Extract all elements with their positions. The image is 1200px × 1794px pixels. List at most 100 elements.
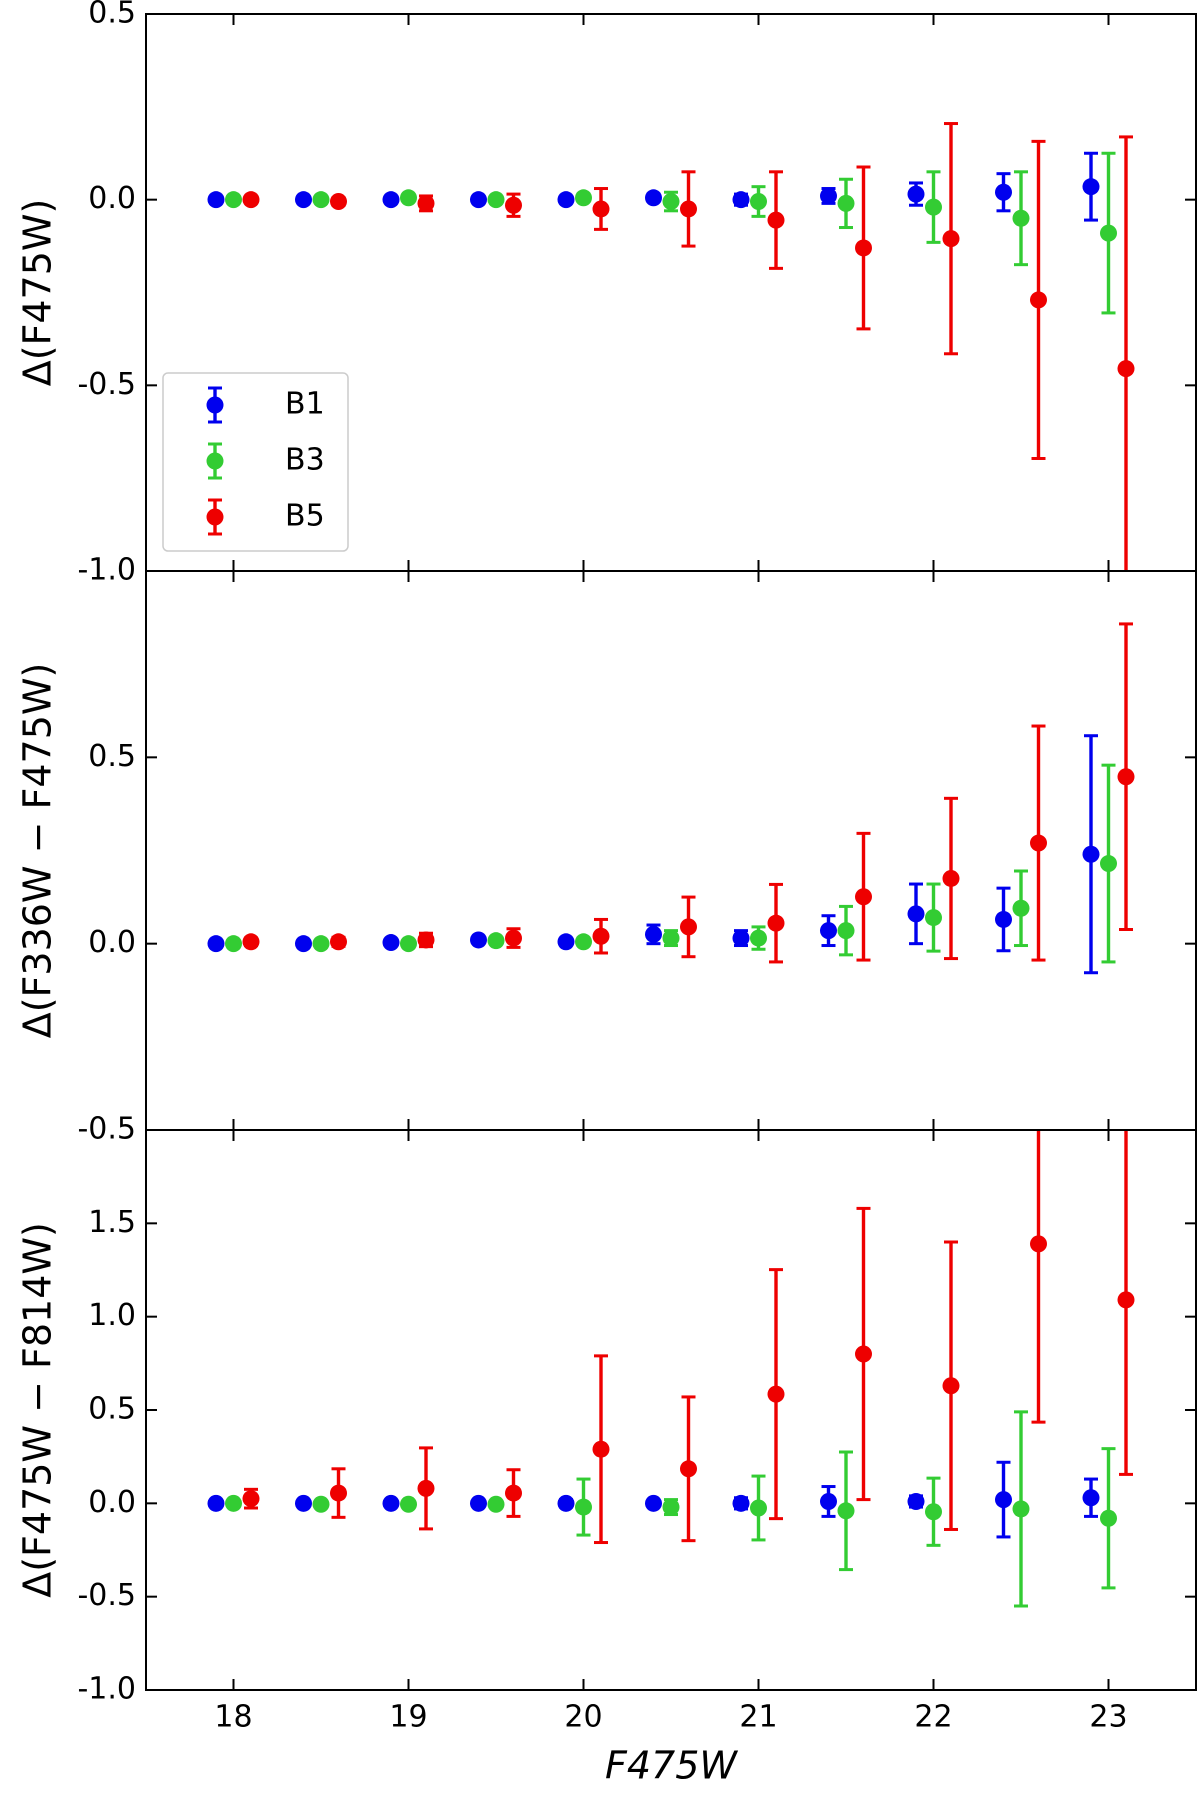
data-point [1100,855,1117,873]
y-tick-label: 0.0 [88,925,136,960]
x-axis-label: F475W [605,1744,738,1788]
data-point [907,185,925,203]
data-point [330,193,347,211]
data-point [820,1492,837,1510]
data-point [995,910,1012,928]
data-point [487,191,505,209]
data-point [487,932,505,950]
data-point [295,191,312,209]
data-point [1082,178,1100,196]
x-tick-label: 21 [739,1700,777,1735]
x-tick-label: 22 [914,1700,952,1735]
data-point [995,1491,1012,1509]
data-point [942,1377,960,1395]
data-point [995,183,1012,201]
data-point [767,211,785,229]
data-point [1117,360,1135,378]
legend-marker [206,396,224,414]
x-tick-label: 23 [1089,1700,1127,1735]
y-tick-label: -1.0 [77,553,136,588]
data-point [1012,209,1030,227]
data-point [575,933,592,951]
data-point [557,1494,575,1512]
data-point [505,196,522,214]
data-point [557,933,575,951]
data-point [382,1494,400,1512]
legend-label: B1 [285,387,325,422]
data-point [820,922,837,940]
y-axis-label: Δ(F475W) [16,199,60,387]
data-point [750,193,767,211]
data-point [382,191,400,209]
data-point [820,187,837,205]
data-point [1117,1291,1135,1309]
data-point [1030,291,1047,309]
data-point [417,194,435,212]
y-tick-label: 0.5 [88,1392,136,1427]
data-point [330,1484,347,1502]
y-tick-label: 0.0 [88,1485,136,1520]
data-point [417,931,435,949]
data-point [645,925,662,943]
axes-frame [145,1129,1197,1691]
x-tick-label: 19 [389,1700,427,1735]
y-tick-label: -0.5 [77,1112,136,1147]
data-point [750,929,767,947]
data-point [242,1490,260,1508]
data-point [680,1460,697,1478]
data-point [855,1345,872,1363]
data-point [207,191,225,209]
y-tick-label: 1.5 [88,1205,136,1240]
data-point [1100,1509,1117,1527]
data-point [837,922,855,940]
data-point [575,1498,592,1516]
y-axis-label: Δ(F336W − F475W) [16,663,60,1039]
data-point [330,933,347,951]
y-tick-label: -1.0 [77,1672,136,1707]
data-point [1117,768,1135,786]
legend-label: B3 [285,443,325,478]
data-point [470,191,487,209]
y-axis-label: Δ(F475W − F814W) [16,1222,60,1598]
x-tick-label: 18 [214,1700,252,1735]
data-point [907,905,925,923]
data-point [662,929,680,947]
data-point [1082,845,1100,863]
data-point [1030,1235,1047,1253]
x-tick-label: 20 [564,1700,602,1735]
data-point [207,935,225,953]
y-tick-label: -0.5 [77,1578,136,1613]
data-point [767,914,785,932]
y-tick-label: -0.5 [77,367,136,402]
data-point [382,934,400,952]
data-point [942,230,960,248]
y-tick-label: 0.0 [88,181,136,216]
plot-area [207,1130,1135,1608]
data-point [1012,899,1030,917]
data-point [225,191,242,209]
data-point [855,239,872,257]
data-point [732,929,750,947]
data-point [837,194,855,212]
data-point [662,193,680,211]
data-point [855,888,872,906]
legend-box [162,372,349,552]
data-point [295,1494,312,1512]
data-point [1082,1489,1100,1507]
data-point [242,191,260,209]
data-point [400,1495,417,1513]
data-point [592,1440,610,1458]
data-point [592,927,610,945]
data-point [592,200,610,218]
plot-area [207,122,1135,571]
legend-label: B5 [285,499,325,534]
data-point [732,1494,750,1512]
data-point [925,909,942,927]
legend-marker [206,508,224,526]
data-point [645,189,662,207]
data-point [312,1495,330,1513]
data-point [732,191,750,209]
data-point [1100,224,1117,242]
data-point [225,935,242,953]
data-point [1030,834,1047,852]
